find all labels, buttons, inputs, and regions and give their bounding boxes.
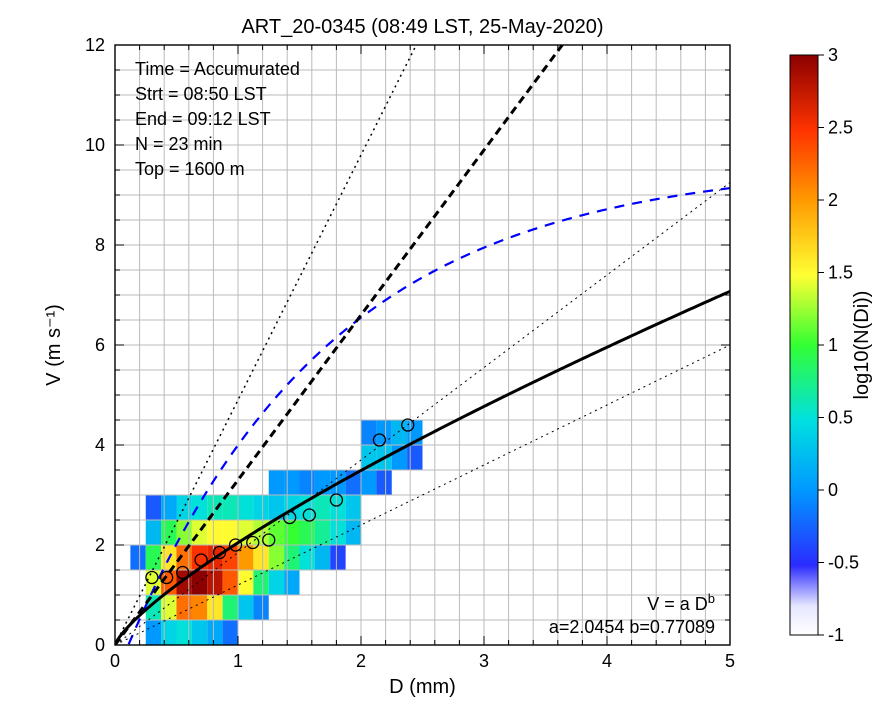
colorbar-label: log10(N(Di)) — [851, 291, 873, 400]
svg-text:10: 10 — [85, 135, 105, 155]
svg-text:0: 0 — [110, 651, 120, 671]
svg-text:8: 8 — [95, 235, 105, 255]
svg-text:1.5: 1.5 — [828, 263, 853, 283]
chart-title: ART_20-0345 (08:49 LST, 25-May-2020) — [241, 16, 603, 38]
svg-text:N = 23 min: N = 23 min — [135, 134, 223, 154]
svg-text:2: 2 — [356, 651, 366, 671]
svg-text:Time = Accumurated: Time = Accumurated — [135, 59, 300, 79]
svg-text:3: 3 — [828, 45, 838, 65]
y-axis-label: V (m s⁻¹) — [43, 304, 65, 386]
svg-text:6: 6 — [95, 335, 105, 355]
fit-eq: V = a Db — [647, 591, 715, 615]
colorbar — [790, 55, 818, 635]
svg-text:End = 09:12 LST: End = 09:12 LST — [135, 109, 271, 129]
x-axis-label: D (mm) — [389, 676, 456, 698]
svg-text:4: 4 — [95, 435, 105, 455]
svg-text:0: 0 — [828, 480, 838, 500]
svg-text:5: 5 — [725, 651, 735, 671]
svg-text:1: 1 — [233, 651, 243, 671]
svg-text:4: 4 — [602, 651, 612, 671]
chart-svg: 012345024681012D (mm)V (m s⁻¹)ART_20-034… — [0, 0, 875, 723]
svg-text:Top = 1600 m: Top = 1600 m — [135, 159, 245, 179]
svg-text:Strt = 08:50 LST: Strt = 08:50 LST — [135, 84, 267, 104]
svg-text:0.5: 0.5 — [828, 408, 853, 428]
svg-text:-1: -1 — [828, 625, 844, 645]
svg-text:2.5: 2.5 — [828, 118, 853, 138]
svg-text:1: 1 — [828, 335, 838, 355]
svg-text:2: 2 — [95, 535, 105, 555]
svg-text:0: 0 — [95, 635, 105, 655]
svg-text:2: 2 — [828, 190, 838, 210]
svg-text:-0.5: -0.5 — [828, 553, 859, 573]
svg-text:3: 3 — [479, 651, 489, 671]
fit-params: a=2.0454 b=0.77089 — [549, 617, 715, 637]
svg-text:12: 12 — [85, 35, 105, 55]
